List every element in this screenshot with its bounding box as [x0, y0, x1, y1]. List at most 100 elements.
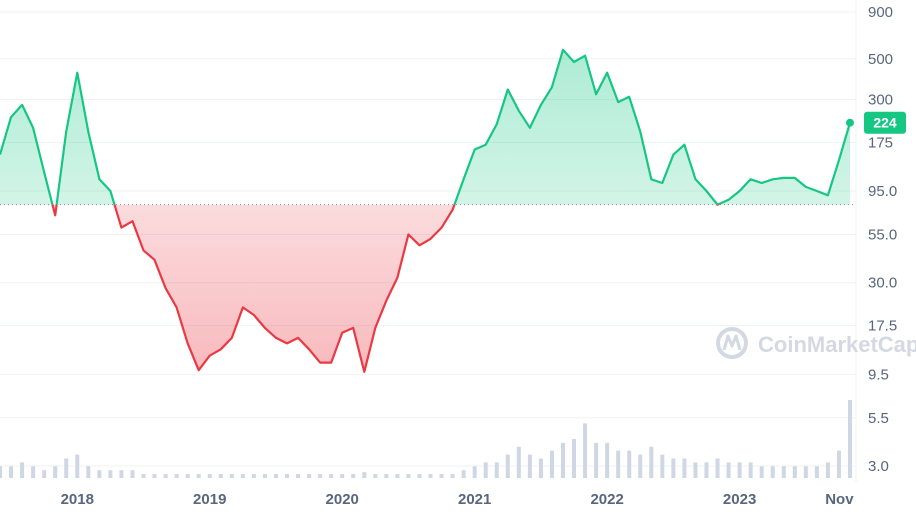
price-point: [375, 327, 377, 329]
price-point: [154, 259, 156, 261]
volume-bar: [86, 466, 91, 478]
price-point: [783, 177, 785, 179]
volume-bar: [538, 458, 543, 478]
price-point: [805, 186, 807, 188]
price-point: [220, 348, 222, 350]
price-point: [308, 348, 310, 350]
volume-bar: [505, 454, 510, 478]
price-point: [628, 96, 630, 98]
y-tick-label: 5.5: [868, 410, 889, 427]
volume-bar: [428, 474, 433, 478]
volume-bar: [759, 466, 764, 478]
volume-bar: [9, 466, 14, 478]
volume-bar: [792, 466, 797, 478]
volume-bar: [307, 474, 312, 478]
price-point: [386, 300, 388, 302]
volume-bar: [770, 466, 775, 478]
volume-bar: [0, 466, 2, 478]
price-point: [319, 362, 321, 364]
y-tick-label: 17.5: [868, 318, 897, 335]
price-point: [330, 362, 332, 364]
watermark-text: CoinMarketCap: [758, 332, 916, 357]
volume-bar: [583, 423, 588, 478]
y-tick-label: 175: [868, 134, 893, 151]
volume-bar: [31, 466, 36, 478]
price-point: [695, 179, 697, 181]
current-price-tag: 224: [846, 111, 906, 134]
volume-bar: [726, 462, 731, 478]
price-point: [297, 337, 299, 339]
volume-bar: [196, 474, 201, 478]
price-point: [76, 72, 78, 74]
x-tick-label: 2022: [590, 491, 623, 508]
volume-bar: [638, 454, 643, 478]
coinmarketcap-logo-icon: [716, 327, 748, 359]
price-point: [187, 343, 189, 345]
volume-bar: [273, 474, 278, 478]
price-area-down: [0, 204, 850, 372]
y-tick-label: 95.0: [868, 183, 897, 200]
volume-bar: [693, 462, 698, 478]
price-point: [419, 245, 421, 247]
volume-bar: [450, 474, 455, 478]
current-price-label: 224: [873, 115, 897, 131]
price-point: [761, 182, 763, 184]
volume-bar: [483, 462, 488, 478]
price-point: [595, 94, 597, 96]
price-point: [165, 287, 167, 289]
price-point: [88, 131, 90, 133]
current-price-dot: [846, 118, 854, 127]
price-point: [540, 104, 542, 106]
volume-bar: [748, 462, 753, 478]
x-tick-label: 2018: [61, 491, 94, 508]
price-point: [573, 61, 575, 63]
volume-bar: [64, 458, 69, 478]
price-point: [441, 227, 443, 229]
volume-bar: [207, 474, 212, 478]
price-point: [617, 101, 619, 103]
volume-bar: [803, 466, 808, 478]
price-point: [717, 204, 719, 206]
x-tick-label: 2020: [326, 491, 359, 508]
volume-bar: [329, 474, 334, 478]
volume-bar: [20, 462, 25, 478]
x-axis: 2018 2019 2020 2021 2022 2023 Nov: [61, 491, 855, 508]
volume-bar: [251, 474, 256, 478]
price-line-up: [0, 48, 850, 205]
volume-bar: [141, 474, 146, 478]
volume-bar: [549, 450, 554, 478]
volume-bar: [152, 474, 157, 478]
volume-bar: [174, 474, 179, 478]
price-point: [650, 179, 652, 181]
volume-bar: [417, 474, 422, 478]
volume-bar: [130, 470, 135, 478]
y-tick-label: 55.0: [868, 226, 897, 243]
volume-bar: [660, 454, 665, 478]
x-tick-label: 2019: [193, 491, 226, 508]
volume-bar: [97, 470, 102, 478]
price-area-up: [0, 49, 850, 205]
price-point: [43, 172, 45, 174]
y-tick-label: 900: [868, 4, 893, 21]
x-tick-label: 2021: [458, 491, 491, 508]
volume-bar: [384, 474, 389, 478]
price-point: [99, 179, 101, 181]
volume-bar: [825, 462, 830, 478]
volume-bar: [362, 472, 367, 478]
price-point: [65, 131, 67, 133]
price-point: [639, 131, 641, 133]
volume-bar: [351, 474, 356, 478]
y-tick-label: 9.5: [868, 366, 889, 383]
volume-bar: [848, 400, 852, 478]
price-point: [231, 337, 233, 339]
volume-bar: [605, 442, 610, 478]
y-tick-label: 300: [868, 91, 893, 108]
volume-bar: [318, 474, 323, 478]
volume-bar: [240, 474, 245, 478]
price-line: [0, 48, 850, 373]
y-tick-label: 3.0: [868, 458, 889, 475]
volume-bar: [163, 474, 168, 478]
volume-bar: [340, 474, 345, 478]
